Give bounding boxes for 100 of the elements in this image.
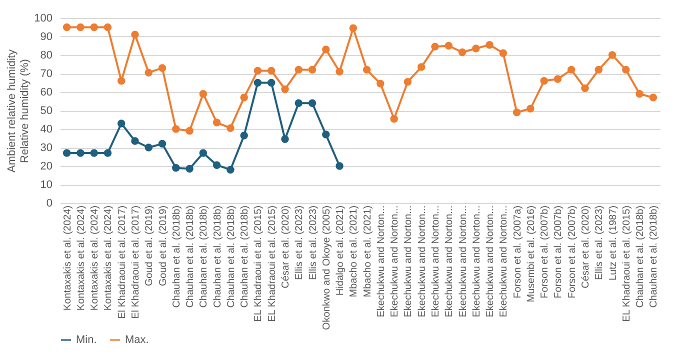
point [294,99,303,107]
x-tick-label: EL Khadraoui et al. (2015) [253,206,264,322]
point [212,161,221,169]
point [62,149,71,157]
y-tick-label: 30 [40,142,52,154]
point [199,90,208,98]
point [636,90,644,98]
x-tick-label: Forson et al. (2007b) [540,206,551,298]
y-tick-label: 70 [40,68,52,80]
x-tick-label: Kontaxakis et al. (2024) [76,206,87,311]
x-tick-label: Kontaxakis et al. (2024) [90,206,101,311]
x-tick-label: César et al. (2020) [280,206,292,288]
x-tick-label: Forson et al. (2007a) [512,206,524,298]
point [267,66,276,75]
y-axis-title: Ambient relative humidity Relative humidity (%) [6,49,32,172]
x-tick-label: El Khadraoui et al. (2017) [130,206,142,319]
point [172,164,180,172]
point [172,125,180,133]
x-tick-label: Musembi et al. (2016) [526,206,537,302]
x-tick-label: Chauhan et al. (2018b) [198,206,210,308]
point [336,162,344,170]
x-tick-label: Ekechukwu and Norton... [416,206,428,318]
x-tick-label: Chauhan et al. (2018b) [648,206,660,308]
x-tick-label: Mbacho et al. (2021) [362,206,374,298]
x-tick-label: Ekechukwu and Norton... [390,206,401,318]
point [104,23,112,32]
point [104,149,112,157]
point [76,23,84,32]
point [281,135,289,144]
x-tick-label: Ekechukwu and Norton... [498,206,510,318]
point [404,78,412,86]
x-tick-label: Ekechukwu and Norton... [458,206,469,318]
x-tick-label: EL Khadraoui et al. (2015) [266,206,278,322]
point [226,124,234,132]
point [554,75,562,83]
point [567,66,576,74]
point [158,64,166,72]
y-tick-label: 50 [40,105,52,117]
x-tick-label: Ekechukwu and Norton... [430,206,442,318]
point [117,77,126,85]
x-tick-label: Kontaxakis et al. (2024) [62,206,74,311]
point [90,23,98,32]
x-tick-label: César et al. (2020) [580,206,592,288]
x-tick-label: Ekechukwu and Norton... [444,206,456,318]
x-tick-label: El Khadraoui et al. (2017) [116,206,128,319]
x-tick-label: Kontaxakis et al. (2024) [103,206,114,311]
point [308,99,316,107]
point [417,63,426,71]
point [254,78,262,87]
point [212,118,221,126]
point [62,23,71,32]
x-tick-label: Chauhan et al. (2018b) [171,206,182,308]
point [76,149,84,157]
y-tick-label: 90 [40,31,52,43]
x-tick-label: Chauhan et al. (2018b) [226,206,237,308]
point [322,130,330,138]
x-tick-label: Ekechukwu and Norton... [376,206,387,318]
point [472,44,480,52]
point [322,46,330,54]
point [281,85,289,94]
point [117,120,126,128]
y-tick-label: 60 [40,86,52,98]
x-tick-label: Forson et al. (2007b) [566,206,578,298]
x-tick-label: EL Khadraoui et al. (2015) [621,206,632,322]
x-tick-label: Okonkwo and Okoye (2005) [321,206,332,330]
point [444,42,453,50]
x-tick-label: Forson et al. (2007b) [553,206,564,298]
point [581,84,589,92]
x-tick-label: Chauhan et al. (2018b) [240,206,251,308]
x-tick-label: Mbacho et al. (2021) [348,206,360,298]
point [294,66,303,74]
point [199,149,208,157]
point [336,68,344,76]
legend-label: Min. [76,334,97,346]
point [131,30,139,39]
y-tick-label: 0 [46,198,52,210]
y-tick-label: 80 [40,50,52,62]
x-tick-label: Ellis et al. (2023) [294,206,306,280]
point [308,66,316,74]
point [649,94,658,102]
x-tick-label: Goud et al. (2019) [144,206,156,286]
x-tick-label: Ekechukwu and Norton... [471,206,482,318]
point [240,94,248,102]
point [376,80,384,88]
point [362,66,371,74]
point [594,66,603,74]
point [158,140,166,148]
point [144,144,153,152]
x-tick-label: Lutz et al. (1987) [608,206,619,281]
point [254,66,262,75]
point [144,68,153,76]
y-tick-label: 100 [34,12,52,24]
point [512,108,521,116]
point [90,149,98,157]
point [526,104,534,113]
point [226,166,234,174]
x-tick-label: Chauhan et al. (2018b) [185,206,196,308]
point [458,48,466,56]
point [349,24,358,32]
x-tick-label: Ekechukwu and Norton... [485,206,496,318]
